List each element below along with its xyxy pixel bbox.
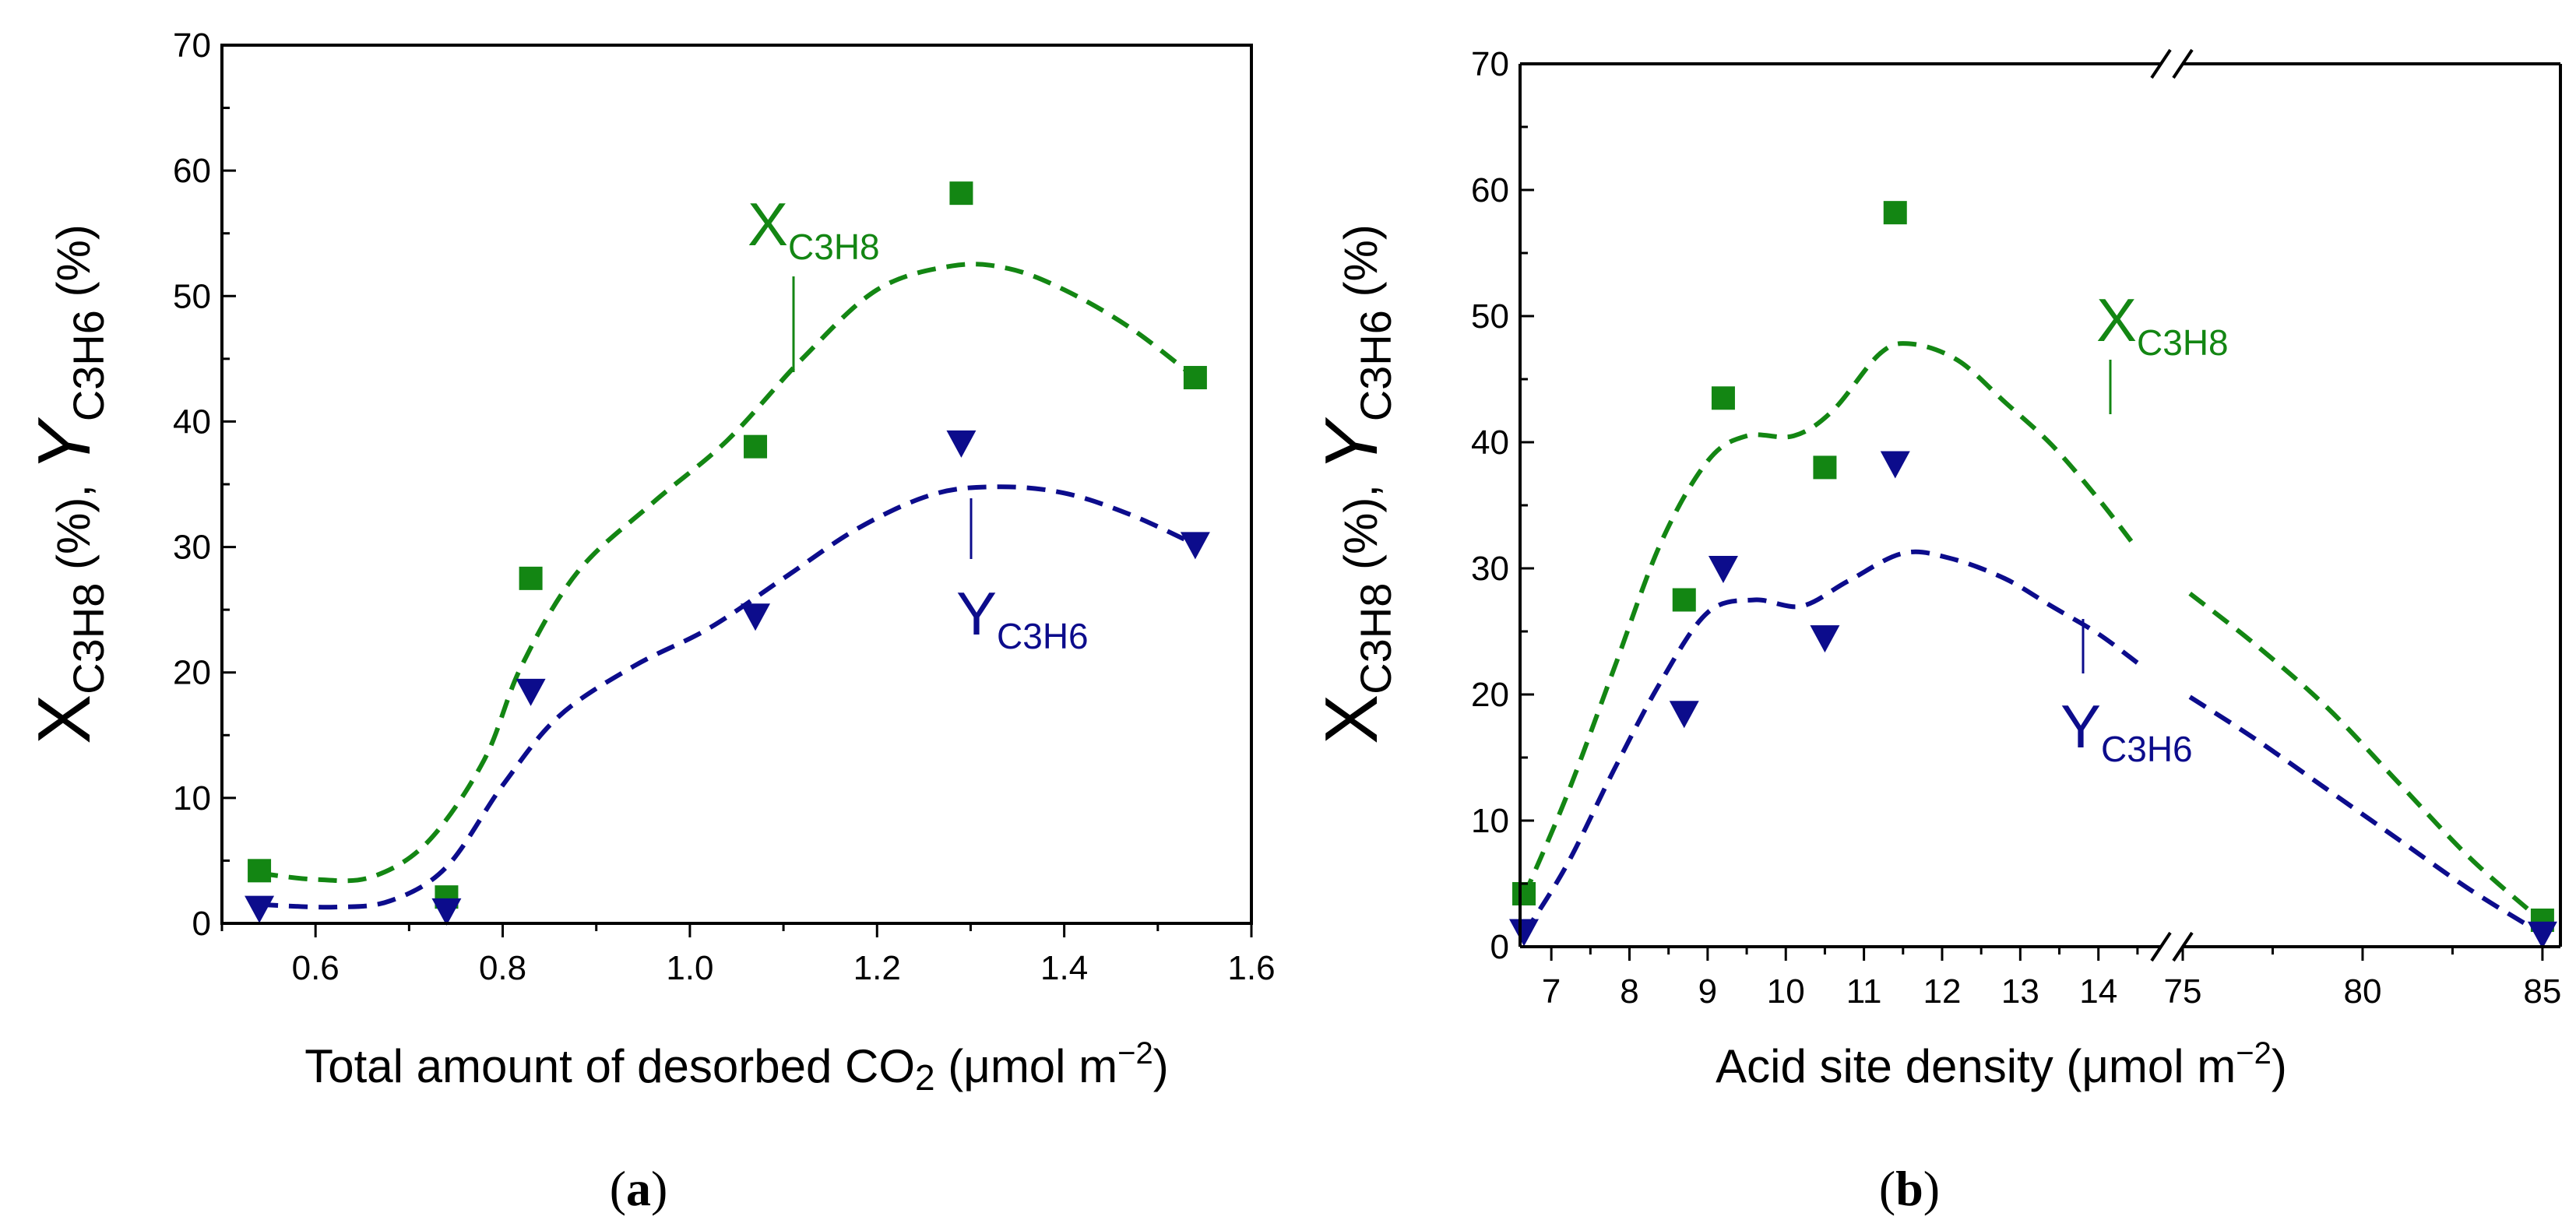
panel-a-y-tick-label: 30 (173, 529, 211, 567)
panel-b-y-tick-label: 40 (1471, 424, 1509, 462)
panel-b-x-tick-label: 9 (1698, 972, 1717, 1011)
panel-b-point-YC3H6 (1509, 919, 1540, 947)
panel-a-x-tick-label: 1.4 (1040, 949, 1088, 987)
svg-text:XC3H8 (%), YC3H6 (%): XC3H8 (%), YC3H6 (%) (1310, 224, 1400, 744)
panel-a-point-XC3H8 (744, 434, 768, 459)
panel-a-y-tick-label: 20 (173, 654, 211, 692)
panel-b-y-tick-label: 70 (1471, 45, 1509, 83)
panel-b-point-YC3H6 (2527, 921, 2557, 949)
panel-b-plot-frame (1519, 48, 2562, 962)
panel-a-label-conversion: XC3H8 (748, 190, 880, 372)
panel-b-x-tick-label: 11 (1846, 972, 1882, 1011)
panel-b: 0 10 20 30 40 50 60 70 7 8 9 10 11 12 13 14 75 80 85 Acid … (1310, 45, 2562, 1216)
svg-text:XC3H8: XC3H8 (748, 190, 880, 267)
panel-b-markers (1509, 201, 2557, 949)
panel-b-x-tick-label: 10 (1767, 972, 1805, 1011)
panel-b-point-XC3H8 (1672, 588, 1696, 612)
panel-b-axis-break-mark (2150, 48, 2172, 79)
panel-b-trend-YC3H6-high (2188, 694, 2544, 937)
panel-b-x-tick-label: 14 (2079, 972, 2117, 1011)
panel-a-trend-YC3H6 (259, 484, 1197, 910)
svg-text:XC3H8 (%), YC3H6 (%): XC3H8 (%), YC3H6 (%) (23, 224, 113, 744)
panel-b-x-tick-label: 85 (2523, 972, 2561, 1011)
panel-a-point-XC3H8 (519, 566, 543, 590)
panel-a-markers (245, 181, 1210, 926)
panel-a-y-tick-label: 70 (173, 26, 211, 65)
panel-a-point-YC3H6 (516, 678, 546, 706)
panel-a-point-XC3H8 (248, 859, 272, 883)
panel-a-point-XC3H8 (1183, 366, 1207, 390)
panel-b-y-tick-label: 50 (1471, 297, 1509, 336)
panel-a-x-tick-label: 0.8 (479, 949, 526, 987)
svg-text:YC3H6: YC3H6 (2060, 692, 2193, 769)
panel-b-x-tick-label: 8 (1620, 972, 1638, 1011)
panel-a-point-YC3H6 (741, 603, 771, 631)
panel-b-x-tick-label: 13 (2001, 972, 2039, 1011)
svg-text:YC3H6: YC3H6 (956, 579, 1089, 656)
panel-b-y-tick-label: 20 (1471, 676, 1509, 714)
panel-a-point-YC3H6 (431, 898, 462, 926)
panel-b-y-tick-label: 0 (1490, 928, 1509, 966)
panel-a-x-tick-label: 1.6 (1227, 949, 1275, 987)
panel-a-trend-lines (259, 262, 1197, 910)
panel-b-point-XC3H8 (1512, 881, 1536, 905)
panel-a-point-XC3H8 (949, 181, 973, 206)
panel-a-y-tick-label: 60 (173, 152, 211, 190)
panel-a-y-tick-label: 50 (173, 277, 211, 315)
panel-a-x-tick-label: 1.2 (853, 949, 901, 987)
panel-a-trend-XC3H8 (259, 262, 1197, 884)
panel-b-label-yield: YC3H6 (2060, 619, 2193, 769)
panel-a-plot-frame (220, 44, 1253, 925)
panel-b-axis-break-mark (2150, 931, 2172, 962)
panel-b-point-XC3H8 (1883, 201, 1907, 225)
panel-a-label-yield: YC3H6 (956, 498, 1089, 656)
panel-b-y-tick-label: 60 (1471, 171, 1509, 209)
panel-b-x-axis-title: Acid site density (μmol m−2) (1716, 1036, 2287, 1092)
panel-a-y-tick-label: 40 (173, 403, 211, 441)
panel-a-ticks: 0 10 20 30 40 50 60 70 0.6 0.8 1.0 1.2 1.4 1.6 (173, 26, 1276, 987)
panel-b-trend-XC3H8-high (2188, 592, 2544, 923)
panel-b-trend-YC3H6-low (1522, 549, 2139, 936)
panel-b-ticks: 0 10 20 30 40 50 60 70 7 8 9 10 11 12 13 14 75 80 85 (1471, 45, 2561, 1011)
panel-b-point-XC3H8 (1813, 455, 1837, 480)
panel-b-point-YC3H6 (1810, 625, 1840, 653)
panel-a-caption: (a) (610, 1161, 668, 1216)
panel-b-axis-break-mark (2172, 48, 2194, 79)
panel-a-point-YC3H6 (946, 430, 977, 458)
panel-a-point-YC3H6 (245, 895, 275, 923)
panel-b-y-axis-title: XC3H8 (%), YC3H6 (%) (1310, 224, 1400, 744)
panel-b-y-tick-label: 10 (1471, 802, 1509, 840)
panel-b-x-tick-label: 12 (1923, 972, 1961, 1011)
panel-a-y-tick-label: 0 (192, 905, 211, 943)
panel-a-x-tick-label: 0.6 (292, 949, 340, 987)
svg-text:XC3H8: XC3H8 (2096, 286, 2229, 363)
panel-b-point-YC3H6 (1880, 451, 1910, 479)
panel-b-x-tick-label: 7 (1542, 972, 1561, 1011)
panel-b-caption: (b) (1879, 1161, 1940, 1216)
panel-a-x-tick-label: 1.0 (666, 949, 713, 987)
panel-b-x-tick-label: 75 (2164, 972, 2202, 1011)
panel-a-x-axis-title: Total amount of desorbed CO2 (μmol m−2) (304, 1036, 1169, 1098)
panel-a-y-axis-title: XC3H8 (%), YC3H6 (%) (23, 224, 113, 744)
panel-a-y-tick-label: 10 (173, 779, 211, 817)
panel-a-point-YC3H6 (1180, 532, 1210, 560)
panel-b-point-YC3H6 (1669, 701, 1699, 729)
panel-b-trend-lines (1522, 341, 2544, 937)
panel-a: 0 10 20 30 40 50 60 70 0.6 0.8 1.0 1.2 1.4 1.6 Total … (23, 26, 1276, 1216)
panel-b-y-tick-label: 30 (1471, 550, 1509, 588)
panel-b-label-conversion: XC3H8 (2096, 286, 2229, 414)
panel-b-x-tick-label: 80 (2343, 972, 2381, 1011)
panel-b-trend-XC3H8-low (1522, 341, 2140, 898)
panel-b-point-XC3H8 (1711, 386, 1735, 410)
panel-b-point-YC3H6 (1708, 556, 1738, 583)
